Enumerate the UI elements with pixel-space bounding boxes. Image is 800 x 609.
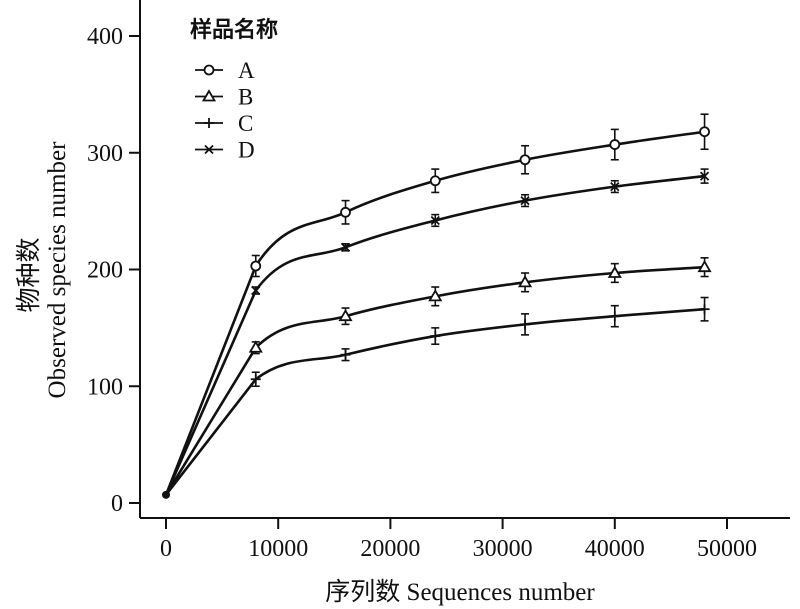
data-point-A — [340, 206, 351, 218]
data-point-A — [250, 260, 262, 272]
data-point-A — [519, 154, 531, 166]
data-point-D-b — [699, 171, 710, 181]
x-tick-label: 0 — [160, 536, 172, 562]
series-line-C — [164, 307, 705, 496]
data-point-A — [429, 175, 441, 187]
legend-marker-D-b — [204, 144, 214, 155]
series-C — [164, 296, 710, 496]
legend-item-A: A — [195, 58, 255, 83]
data-point-D — [699, 171, 710, 181]
legend-label: C — [238, 111, 253, 136]
legend-label: B — [238, 85, 253, 110]
data-point-A — [609, 139, 621, 150]
ticks: 0 10000 20000 30000 40000 50000 0 100 200 300 400 — [87, 24, 757, 562]
y-axis-title-cn: 物种数 — [15, 237, 43, 312]
data-point-B — [517, 275, 533, 288]
legend-label: A — [238, 58, 255, 83]
data-point-D-b — [340, 242, 351, 252]
legend-title: 样品名称 — [190, 17, 278, 43]
data-point-D — [340, 242, 351, 252]
data-point-D — [610, 181, 620, 192]
x-tick-label: 20000 — [360, 536, 420, 562]
series-D — [164, 168, 710, 496]
legend-item-B: B — [195, 85, 253, 110]
data-point-D — [520, 195, 530, 206]
data-point-A — [699, 126, 710, 138]
legend-item-D: D — [195, 138, 255, 163]
x-tick-label: 30000 — [473, 536, 533, 562]
y-tick-label: 200 — [87, 258, 123, 284]
series-line-A — [164, 130, 705, 496]
x-tick-label: 50000 — [697, 536, 757, 562]
y-tick-label: 300 — [87, 141, 123, 167]
legend-marker-B — [201, 89, 217, 102]
legend-label: D — [238, 138, 255, 163]
data-point-C — [609, 311, 620, 322]
x-tick-label: 40000 — [585, 536, 645, 562]
data-point-B — [428, 289, 443, 302]
data-point-D-b — [610, 181, 620, 192]
data-point-B — [697, 259, 712, 273]
x-tick-label: 10000 — [248, 536, 308, 562]
data-point-D-b — [430, 215, 440, 226]
y-tick-label: 400 — [87, 24, 123, 50]
series-A — [164, 113, 710, 496]
data-point-D-b — [251, 285, 261, 296]
data-point-C — [699, 304, 710, 315]
legend-marker-C — [204, 118, 214, 128]
data-point-C — [250, 374, 261, 385]
data-point-D-b — [520, 195, 530, 206]
data-point-C — [430, 331, 441, 342]
y-tick-label: 100 — [87, 374, 123, 400]
series-line-D — [164, 174, 705, 496]
data-point-D — [430, 215, 440, 226]
data-point-B — [248, 340, 263, 353]
y-tick-label: 0 — [111, 491, 123, 517]
data-point-C — [520, 319, 531, 330]
legend-item-C: C — [195, 111, 253, 136]
origin-point — [162, 490, 170, 499]
legend-marker-D — [204, 144, 214, 155]
y-axis-title-en: Observed species number — [44, 141, 71, 399]
series-layer — [162, 113, 712, 499]
series-line-B — [164, 265, 705, 496]
legend-marker-A — [203, 64, 215, 76]
data-point-D — [251, 285, 261, 296]
x-axis-title: 序列数 Sequences number — [325, 578, 595, 606]
data-point-C — [340, 349, 351, 360]
data-point-B — [338, 308, 353, 322]
data-point-B — [607, 265, 622, 278]
axes — [139, 0, 790, 519]
series-B — [164, 257, 712, 496]
